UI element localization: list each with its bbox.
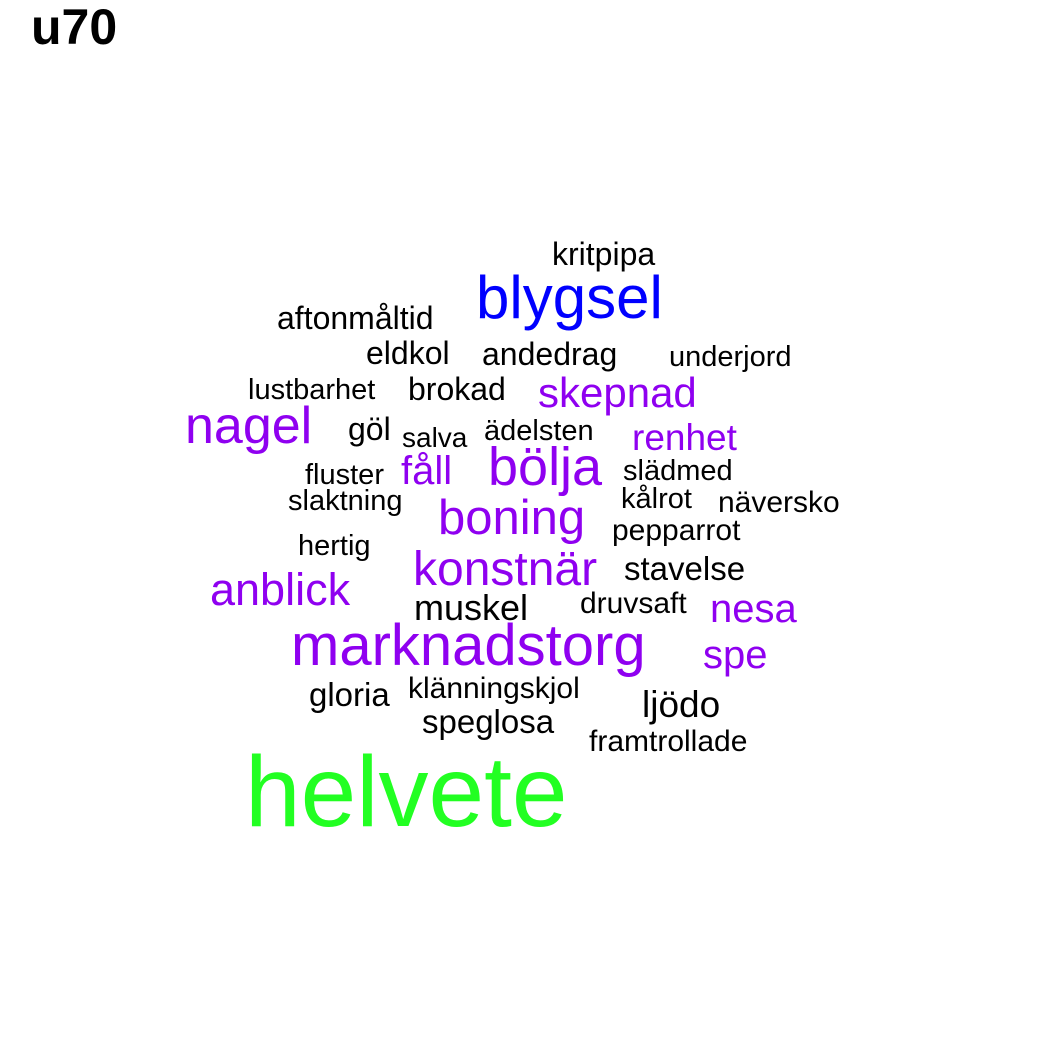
word: slaktning (288, 485, 403, 517)
word: skepnad (538, 369, 697, 416)
word: ljödo (642, 684, 721, 725)
word: fåll (401, 449, 453, 493)
word: stavelse (624, 550, 746, 587)
word: nesa (710, 587, 797, 631)
word: gloria (309, 676, 390, 713)
word: pepparrot (612, 514, 741, 547)
word: brokad (408, 371, 506, 407)
word: marknadstorg (291, 613, 646, 678)
word: renhet (632, 417, 737, 458)
chart-title: u70 (31, 0, 118, 55)
word: aftonmåltid (277, 300, 434, 336)
word: eldkol (366, 335, 450, 371)
word: helvete (245, 736, 568, 848)
word: muskel (414, 587, 529, 628)
word: nagel (185, 397, 313, 455)
word: fluster (305, 459, 384, 491)
word: bölja (488, 437, 603, 497)
word: slädmed (623, 455, 733, 487)
word: boning (438, 491, 586, 545)
word: klänningskjol (408, 672, 580, 705)
word: blygsel (476, 264, 663, 331)
word: spe (703, 633, 768, 677)
word: göl (348, 411, 391, 447)
word: kritpipa (552, 236, 656, 272)
word: framtrollade (589, 725, 748, 758)
word: lustbarhet (248, 374, 376, 406)
word: kålrot (621, 483, 692, 515)
word: andedrag (482, 336, 618, 372)
word: speglosa (422, 703, 555, 740)
word: näversko (718, 486, 840, 519)
word: anblick (210, 564, 351, 615)
word: druvsaft (580, 587, 687, 620)
word: hertig (298, 530, 371, 562)
word: salva (402, 422, 468, 453)
word: ädelsten (484, 415, 594, 447)
word: underjord (669, 341, 792, 373)
word: konstnär (413, 543, 598, 596)
